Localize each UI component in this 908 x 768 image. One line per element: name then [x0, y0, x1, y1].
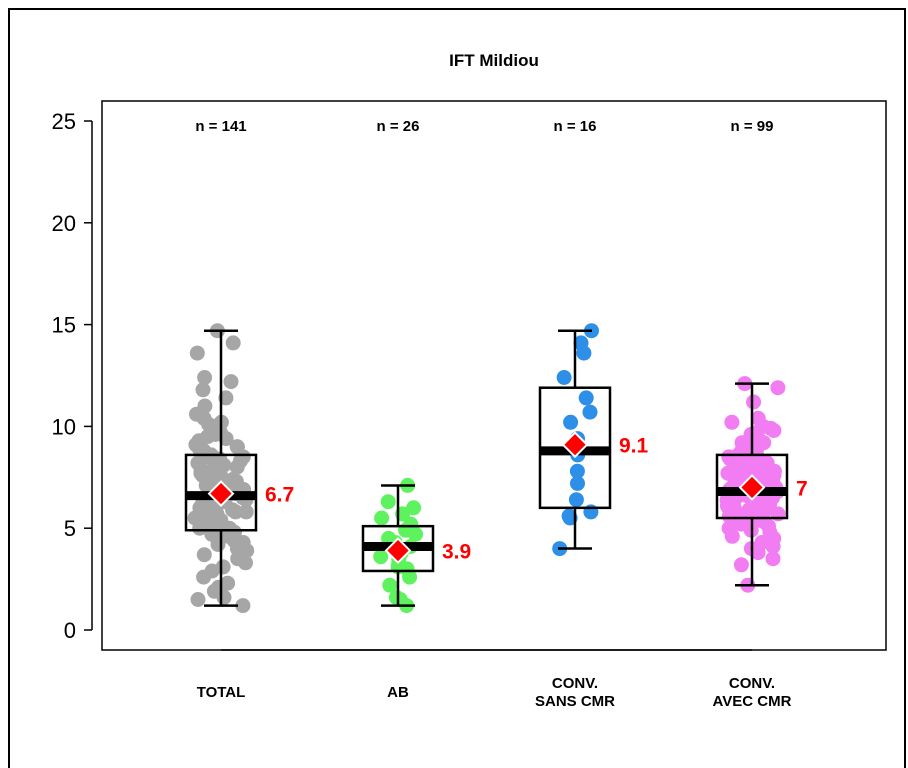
data-point: [190, 455, 206, 471]
chart-frame: [8, 8, 906, 768]
data-point: [750, 498, 766, 514]
n-label: n = 141: [195, 118, 246, 135]
data-point: [374, 510, 390, 526]
data-point: [380, 494, 396, 510]
data-point: [235, 598, 251, 614]
data-point: [406, 500, 422, 516]
data-point: [382, 577, 398, 593]
x-tick-label: CONV.: [552, 675, 598, 692]
data-point: [568, 492, 584, 508]
data-point: [196, 547, 212, 563]
data-point: [573, 335, 589, 351]
jitter-points: [187, 323, 786, 614]
data-point: [759, 455, 775, 471]
y-tick-label: 0: [64, 618, 76, 643]
data-point: [766, 467, 782, 483]
data-point: [190, 592, 206, 607]
mean-marker: [384, 537, 412, 565]
data-point: [561, 508, 577, 524]
data-point: [210, 459, 226, 475]
mean-label: 6.7: [265, 484, 294, 507]
data-point: [192, 520, 208, 536]
data-point: [226, 532, 242, 548]
data-point: [197, 398, 213, 414]
data-point: [739, 457, 755, 473]
data-point: [220, 575, 236, 591]
x-tick-label: SANS CMR: [535, 693, 615, 710]
data-point: [765, 551, 781, 567]
data-point: [770, 380, 786, 396]
data-point: [225, 335, 241, 351]
data-point: [556, 370, 572, 385]
y-tick-label: 15: [52, 313, 76, 338]
data-point: [238, 504, 254, 520]
mean-marker: [738, 474, 766, 501]
x-tick-label: CONV.: [729, 675, 775, 692]
y-tick-label: 10: [52, 414, 76, 439]
data-point: [195, 382, 211, 398]
data-point: [563, 414, 579, 430]
data-point: [201, 416, 217, 432]
mean-label: 3.9: [442, 541, 471, 564]
data-point: [582, 404, 598, 420]
mean-marker: [561, 431, 589, 459]
mean-label: 9.1: [619, 435, 649, 458]
data-point: [197, 370, 213, 385]
data-point: [746, 394, 762, 410]
chart-title: IFT Mildiou: [449, 51, 539, 70]
data-point: [201, 510, 217, 526]
data-point: [569, 463, 585, 479]
boxes: 6.7 n = 141 3.9 n = 26 9.1 n = 16 7 n = 99: [184, 118, 808, 607]
data-point: [235, 545, 251, 561]
data-point: [229, 439, 245, 455]
data-point: [189, 345, 205, 361]
mean-label: 7: [796, 477, 808, 500]
data-point: [570, 475, 585, 491]
y-tick-label: 25: [52, 109, 76, 134]
data-point: [215, 559, 231, 575]
data-point: [766, 530, 782, 546]
y-axis: 0 5 10 15 20 25: [52, 109, 752, 651]
data-point: [766, 423, 782, 438]
data-point: [761, 518, 776, 534]
n-label: n = 99: [731, 118, 774, 135]
data-point: [223, 374, 239, 390]
data-point: [750, 410, 766, 426]
n-label: n = 26: [377, 118, 420, 135]
data-point: [403, 516, 419, 532]
box: [715, 453, 789, 520]
data-point: [225, 471, 241, 487]
data-point: [578, 390, 594, 406]
data-point: [756, 435, 772, 451]
data-point: [724, 414, 740, 430]
data-point: [720, 465, 736, 481]
data-point: [228, 504, 244, 520]
data-point: [733, 557, 749, 573]
y-tick-label: 20: [52, 211, 76, 236]
mean-marker: [207, 480, 235, 508]
data-point: [373, 549, 389, 565]
y-tick-label: 5: [64, 516, 76, 541]
x-tick-label: TOTAL: [197, 684, 246, 701]
n-label: n = 16: [554, 118, 597, 135]
x-tick-label: AVEC CMR: [713, 693, 792, 710]
x-tick-label: AB: [387, 684, 409, 701]
data-point: [388, 589, 404, 605]
